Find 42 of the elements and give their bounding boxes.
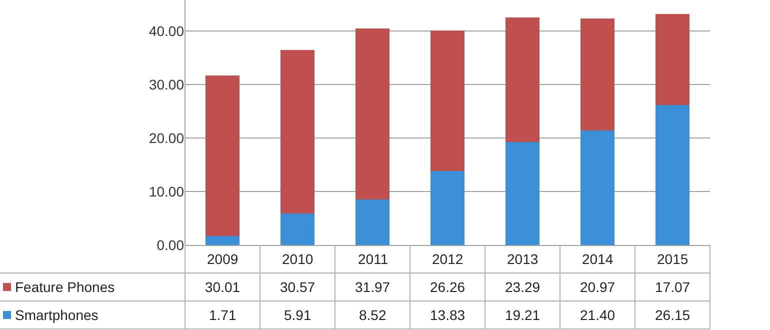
y-tick-label: 40.00 bbox=[148, 22, 184, 39]
bar bbox=[280, 50, 314, 214]
data-label: 30.57 bbox=[280, 279, 316, 295]
y-tick-label: 30.00 bbox=[148, 76, 184, 92]
x-tick-label: 2011 bbox=[358, 251, 388, 267]
bar bbox=[580, 18, 614, 131]
bar bbox=[506, 142, 540, 245]
bar bbox=[356, 28, 390, 200]
data-label: 5.91 bbox=[284, 307, 312, 323]
bar bbox=[430, 171, 464, 245]
bar bbox=[656, 14, 690, 106]
y-tick-label: 10.00 bbox=[148, 183, 184, 200]
bar bbox=[580, 130, 614, 245]
bar bbox=[280, 213, 314, 245]
bar bbox=[506, 18, 540, 142]
y-tick-label: 0.00 bbox=[156, 236, 184, 253]
x-tick-label: 2013 bbox=[507, 251, 538, 267]
x-tick-label: 2014 bbox=[582, 251, 614, 267]
x-tick-label: 2015 bbox=[657, 251, 688, 267]
data-label: 30.01 bbox=[205, 279, 240, 295]
legend-label: Feature Phones bbox=[15, 279, 115, 295]
x-tick-label: 2010 bbox=[282, 251, 314, 267]
bar bbox=[206, 75, 240, 236]
data-label: 31.97 bbox=[355, 279, 390, 295]
data-label: 23.29 bbox=[505, 279, 540, 295]
x-tick-label: 2012 bbox=[432, 251, 464, 267]
y-tick-label: 20.00 bbox=[148, 130, 184, 146]
data-label: 26.15 bbox=[655, 307, 690, 323]
bar bbox=[356, 199, 390, 245]
data-label: 20.97 bbox=[580, 279, 616, 295]
legend-label: Smartphones bbox=[15, 307, 98, 323]
data-label: 17.07 bbox=[655, 279, 690, 295]
data-label: 8.52 bbox=[359, 307, 386, 323]
bar bbox=[206, 236, 240, 245]
data-label: 19.21 bbox=[505, 307, 540, 323]
bar bbox=[656, 105, 690, 245]
x-tick-label: 2009 bbox=[207, 251, 238, 267]
data-label: 21.40 bbox=[580, 307, 616, 323]
data-label: 26.26 bbox=[430, 279, 466, 295]
bar bbox=[430, 30, 464, 172]
data-label: 13.83 bbox=[430, 307, 466, 323]
data-label: 1.71 bbox=[209, 307, 236, 323]
